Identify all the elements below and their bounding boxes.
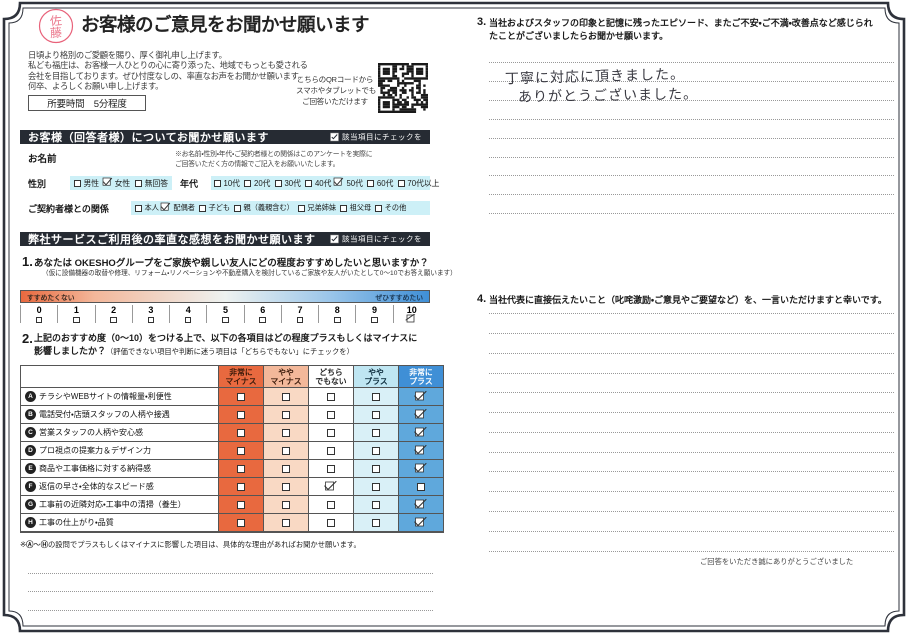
svg-text:藤: 藤 (49, 26, 62, 41)
